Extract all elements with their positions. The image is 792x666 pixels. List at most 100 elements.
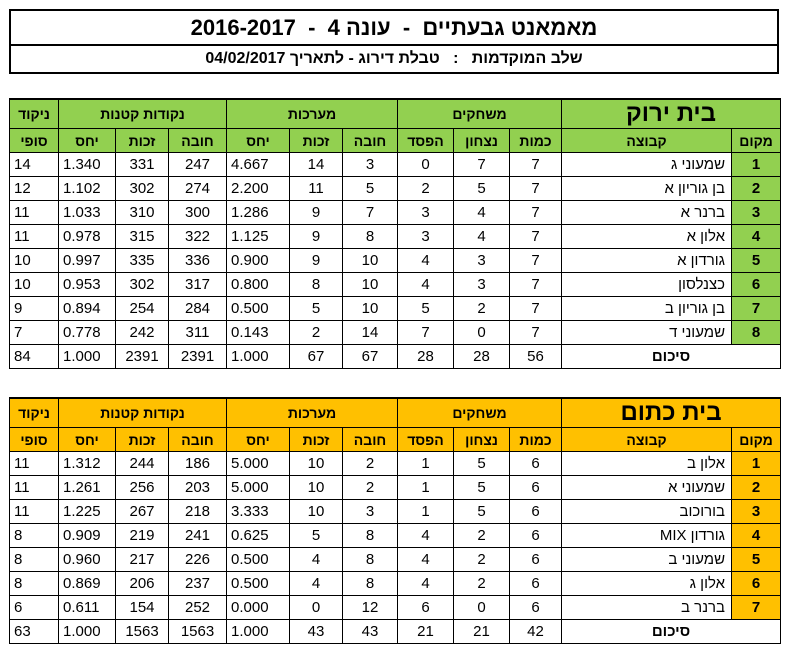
table-row: 8 0.909 219 241 0.625 5 8 4 2 6 גורדון MIX 4 [9,523,782,548]
sets-lost-cell: 14 [342,320,398,345]
games-cell: 7 [508,200,563,225]
games-cell: 7 [508,296,563,321]
rank-cell: 4 [731,523,782,548]
games-cell: 6 [508,547,563,572]
wins-cell: 5 [453,451,510,476]
wins-cell: 5 [453,475,510,500]
sets-group-header: מערכות [226,397,398,428]
games-count-header: כמות [508,128,563,153]
sets-won-cell: 10 [289,451,343,476]
sets-ratio-cell: 5.000 [226,451,290,476]
team-cell: ברנר ב [561,595,733,620]
losses-cell: 2 [397,176,454,201]
rank-header: מקום [731,427,782,452]
total-score-cell: 63 [9,619,59,644]
sets-won-cell: 2 [289,320,343,345]
total-sets-lost-cell: 67 [342,344,398,369]
points-lost-cell: 247 [168,152,227,177]
games-cell: 6 [508,571,563,596]
points-lost-cell: 311 [168,320,227,345]
total-sets-ratio-cell: 1.000 [226,344,290,369]
games-cell: 7 [508,224,563,249]
points-lost-cell: 322 [168,224,227,249]
team-cell: אלון ב [561,451,733,476]
games-cell: 7 [508,272,563,297]
losses-cell: 1 [397,499,454,524]
total-sets-won-cell: 43 [289,619,343,644]
score-cell: 8 [9,523,59,548]
wins-cell: 4 [453,200,510,225]
rank-cell: 2 [731,475,782,500]
points-ratio-cell: 0.909 [58,523,116,548]
house-name: בית כתום [561,397,782,428]
sets-ratio-cell: 0.500 [226,547,290,572]
sets-won-cell: 4 [289,571,343,596]
header-row-columns: סופי יחס זכות חובה יחס זכות חובה הפסד נצחון כמות ק… [9,427,782,452]
team-header: קבוצה [561,128,733,153]
points-lost-cell: 284 [168,296,227,321]
team-cell: בן גוריון ב [561,296,733,321]
sets-ratio-cell: 5.000 [226,475,290,500]
losses-cell: 4 [397,571,454,596]
losses-cell: 3 [397,224,454,249]
sets-won-cell: 5 [289,296,343,321]
wins-cell: 3 [453,248,510,273]
games-group-header: משחקים [396,98,563,129]
sets-won-cell: 9 [289,224,343,249]
team-cell: גורדון א [561,248,733,273]
score-cell: 12 [9,176,59,201]
total-points-won-cell: 1563 [115,619,169,644]
points-lost-cell: 241 [168,523,227,548]
score-cell: 9 [9,296,59,321]
table-row: 11 1.225 267 218 3.333 10 3 1 5 6 בורוכוב 3 [9,499,782,524]
score-subheader: סופי [9,427,59,452]
wins-cell: 5 [453,499,510,524]
wins-cell: 2 [453,547,510,572]
total-losses-cell: 28 [397,344,454,369]
sets-lost-cell: 2 [342,475,398,500]
games-cell: 6 [508,523,563,548]
sets-ratio-header: יחס [226,128,290,153]
rank-cell: 8 [731,320,782,345]
games-cell: 6 [508,475,563,500]
total-sets-won-cell: 67 [289,344,343,369]
points-won-header: זכות [115,128,169,153]
report-subtitle-row: שלב המוקדמות : טבלת דירוג - לתאריך 04/02… [11,46,777,72]
rank-cell: 5 [731,248,782,273]
points-lost-cell: 317 [168,272,227,297]
score-cell: 11 [9,475,59,500]
points-ratio-header: יחס [58,128,116,153]
table-row: 10 0.953 302 317 0.800 8 10 4 3 7 כצנלסון 6 [9,272,782,297]
sets-group-header: מערכות [226,98,398,129]
points-ratio-cell: 1.102 [58,176,116,201]
points-won-cell: 244 [115,451,169,476]
losses-header: הפסד [397,427,454,452]
team-header: קבוצה [561,427,733,452]
score-cell: 14 [9,152,59,177]
points-won-cell: 335 [115,248,169,273]
total-wins-cell: 28 [453,344,510,369]
points-won-cell: 254 [115,296,169,321]
points-won-cell: 256 [115,475,169,500]
rank-cell: 7 [731,595,782,620]
total-points-ratio-cell: 1.000 [58,344,116,369]
sets-ratio-cell: 0.900 [226,248,290,273]
games-cell: 7 [508,320,563,345]
team-cell: גורדון MIX [561,523,733,548]
report-title-row: מאמאנט גבעתיים - עונה 4 - 2016-2017 [11,11,777,46]
sets-ratio-cell: 0.143 [226,320,290,345]
total-label: סיכום [561,619,782,644]
wins-cell: 5 [453,176,510,201]
wins-cell: 2 [453,571,510,596]
score-header: ניקוד [9,397,59,428]
wins-cell: 2 [453,296,510,321]
points-ratio-cell: 0.978 [58,224,116,249]
standings-table: ניקוד נקודות קטנות מערכות משחקים בית כתום סופ… [9,397,782,644]
losses-header: הפסד [397,128,454,153]
total-games-cell: 42 [508,619,563,644]
